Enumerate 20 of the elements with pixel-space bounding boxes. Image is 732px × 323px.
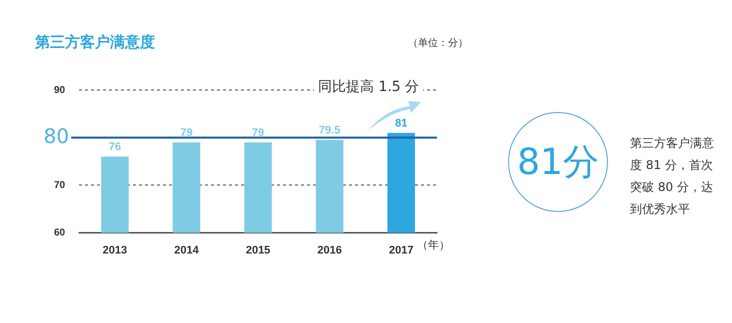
y-tick-label: 90	[54, 84, 66, 96]
y-tick-label: 70	[54, 180, 66, 191]
x-tick-label: 2013	[102, 244, 128, 256]
x-tick-label: 2016	[317, 244, 342, 256]
annotation: 同比提高 1.5 分	[314, 78, 424, 96]
chart-title: 第三方客户满意度	[35, 33, 155, 52]
data-label: 79	[252, 126, 264, 139]
x-axis-title: （年）	[417, 238, 450, 252]
x-tick-label: 2014	[174, 244, 200, 256]
text: （单位：分）	[408, 36, 468, 50]
x-tick-label: 2017	[388, 244, 414, 256]
x-tick-label: 2015	[246, 244, 270, 256]
text: 第三方客户满意度 81 分，首次突破 80 分，达到优秀水平	[630, 135, 715, 218]
ref-line-label: 80	[44, 124, 70, 148]
data-label: 81	[395, 117, 408, 130]
data-label: 79.5	[318, 124, 340, 137]
data-label: 76	[108, 141, 122, 154]
data-label: 79	[180, 126, 193, 139]
y-tick-label: 60	[54, 228, 66, 239]
text: 81分	[517, 140, 599, 184]
